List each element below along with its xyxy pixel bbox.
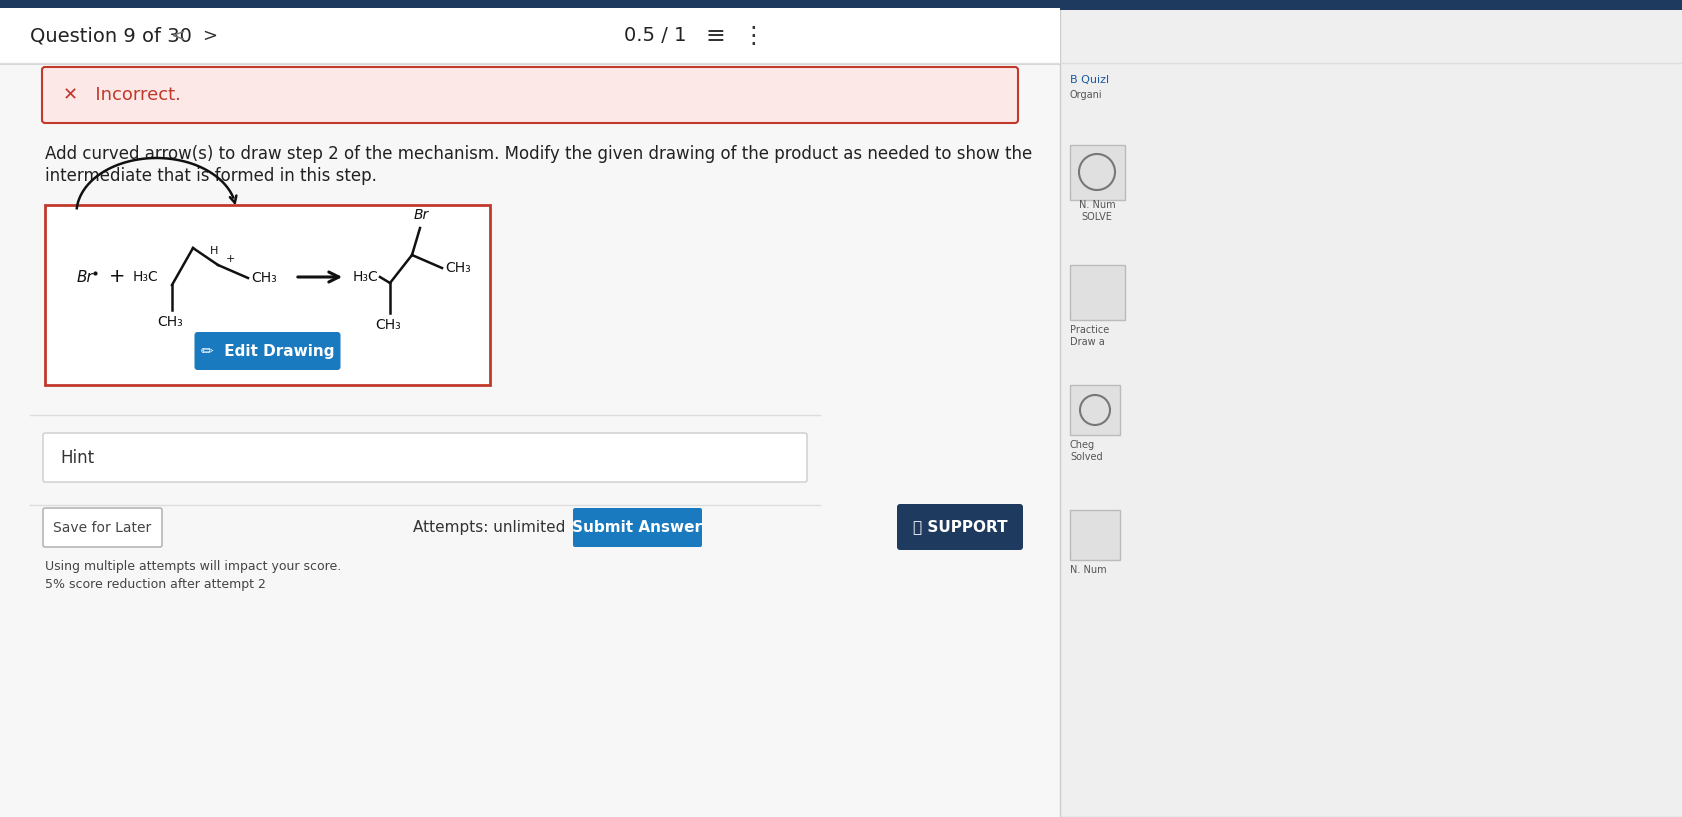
Text: Question 9 of 30: Question 9 of 30 <box>30 26 192 45</box>
Bar <box>45 205 489 385</box>
Text: ✏  Edit Drawing: ✏ Edit Drawing <box>200 343 335 359</box>
Text: >: > <box>202 26 217 44</box>
Bar <box>1060 0 1682 817</box>
Text: H₃C: H₃C <box>133 270 158 284</box>
Text: N. Num: N. Num <box>1070 565 1107 575</box>
Text: CH₃: CH₃ <box>251 271 276 285</box>
Text: ⋮: ⋮ <box>740 24 764 47</box>
Text: H₃C: H₃C <box>352 270 378 284</box>
Bar <box>0 8 1060 63</box>
FancyBboxPatch shape <box>44 508 161 547</box>
Text: intermediate that is formed in this step.: intermediate that is formed in this step… <box>45 167 377 185</box>
Text: ⧧ SUPPORT: ⧧ SUPPORT <box>912 520 1008 534</box>
FancyBboxPatch shape <box>42 67 1018 123</box>
Text: Submit Answer: Submit Answer <box>572 520 701 535</box>
Text: Br: Br <box>77 270 93 284</box>
Text: CH₃: CH₃ <box>444 261 471 275</box>
FancyBboxPatch shape <box>572 508 701 547</box>
Text: CH₃: CH₃ <box>156 315 183 329</box>
Text: Add curved arrow(s) to draw step 2 of the mechanism. Modify the given drawing of: Add curved arrow(s) to draw step 2 of th… <box>45 145 1031 163</box>
Bar <box>1070 265 1124 320</box>
FancyBboxPatch shape <box>897 504 1023 550</box>
Text: Organi: Organi <box>1070 90 1102 100</box>
Text: Attempts: unlimited: Attempts: unlimited <box>412 520 565 535</box>
Bar <box>0 0 1682 8</box>
Text: Hint: Hint <box>61 449 94 467</box>
Text: ≡: ≡ <box>705 24 725 47</box>
Text: +: + <box>109 267 124 287</box>
Text: Br: Br <box>414 208 429 222</box>
Text: Save for Later: Save for Later <box>54 520 151 534</box>
FancyBboxPatch shape <box>44 433 807 482</box>
Text: +: + <box>225 254 235 264</box>
Text: Practice
Draw a: Practice Draw a <box>1070 325 1108 346</box>
Text: N. Num
SOLVE: N. Num SOLVE <box>1078 200 1115 221</box>
Bar <box>1070 145 1124 200</box>
Text: H: H <box>210 246 219 256</box>
Bar <box>1070 385 1119 435</box>
Text: B Quizl: B Quizl <box>1070 75 1108 85</box>
Text: 5% score reduction after attempt 2: 5% score reduction after attempt 2 <box>45 578 266 591</box>
Text: CH₃: CH₃ <box>375 318 400 332</box>
Text: ✕   Incorrect.: ✕ Incorrect. <box>62 86 180 104</box>
FancyBboxPatch shape <box>195 332 340 370</box>
Bar <box>1060 0 1682 10</box>
Text: Cheg
Solved: Cheg Solved <box>1070 440 1102 462</box>
Text: Using multiple attempts will impact your score.: Using multiple attempts will impact your… <box>45 560 341 573</box>
Text: <: < <box>170 26 185 44</box>
Text: 0.5 / 1: 0.5 / 1 <box>624 26 686 45</box>
Bar <box>1070 510 1119 560</box>
